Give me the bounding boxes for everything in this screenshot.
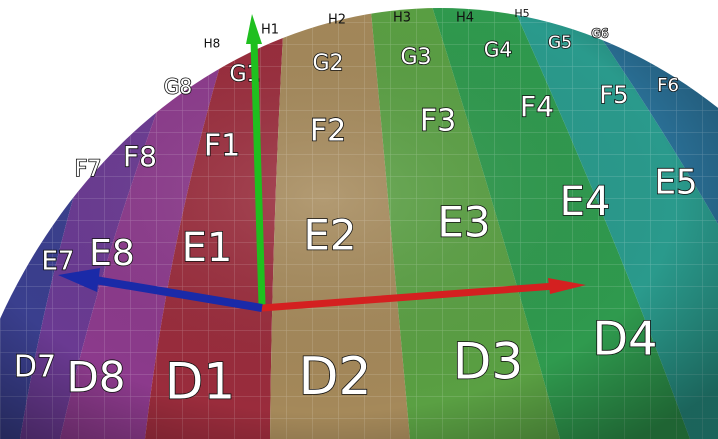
cell-label: E1 (182, 225, 233, 271)
cell-label: G4 (484, 38, 512, 62)
cell-labels: H8 H1 H2 H3 H4 H5 G8 G1 G2 G3 G4 G5 G6 F… (13, 7, 698, 411)
cell-label: D1 (165, 353, 235, 411)
z-axis (94, 276, 263, 312)
cell-label: G5 (548, 33, 572, 53)
cell-label: G2 (312, 51, 343, 76)
cell-label: E7 (42, 247, 75, 277)
cell-label: G3 (400, 45, 431, 70)
cell-label: G6 (592, 27, 609, 41)
cell-label: D7 (14, 350, 56, 385)
x-axis (261, 282, 556, 312)
cell-label: E2 (303, 211, 356, 260)
cell-label: F2 (310, 114, 346, 149)
axes-gizmo (58, 14, 586, 312)
cell-label: F3 (420, 104, 456, 139)
cell-label: H3 (393, 11, 411, 26)
cell-label: H2 (328, 13, 346, 28)
cell-label: D8 (66, 353, 125, 402)
cell-label: F4 (520, 90, 554, 123)
cell-label: F8 (123, 140, 157, 173)
cell-label: F7 (75, 157, 102, 182)
cell-label: F1 (204, 129, 240, 164)
cell-label: H1 (261, 23, 279, 38)
cell-label: D3 (453, 333, 523, 391)
x-arrow (548, 278, 586, 294)
cell-label: H4 (456, 11, 474, 26)
cell-label: G8 (164, 75, 192, 99)
cell-label: E3 (437, 198, 490, 247)
cell-label: F6 (657, 75, 679, 96)
cell-label: D2 (298, 347, 371, 407)
cell-label: E8 (89, 233, 135, 274)
cell-label: H5 (514, 7, 529, 20)
y-axis (250, 39, 266, 306)
y-arrow (246, 14, 262, 44)
cell-label: E5 (654, 163, 697, 203)
cell-label: H8 (204, 37, 221, 51)
z-arrow (58, 268, 100, 292)
cell-label: E4 (560, 179, 611, 225)
cell-label: F5 (599, 81, 628, 109)
cell-label: D4 (593, 312, 658, 366)
